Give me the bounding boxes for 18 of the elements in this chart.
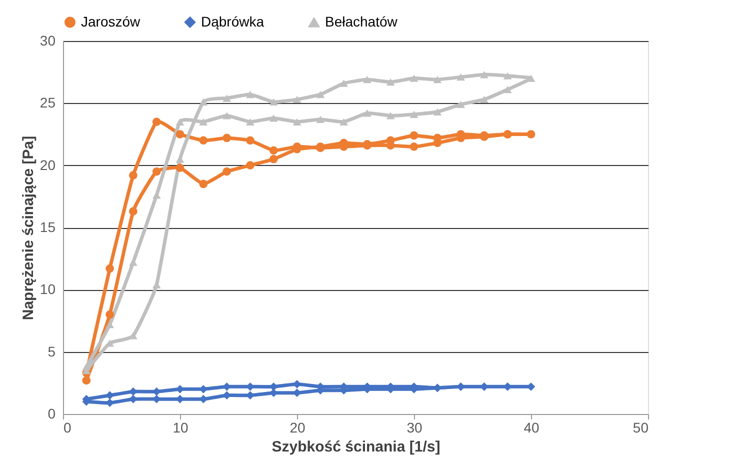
x-tick-label: 20 (290, 420, 306, 436)
y-axis-title: Naprężenie ścinające [Pa] (20, 136, 37, 320)
y-tick-label: 5 (48, 343, 56, 360)
y-tick-label: 25 (40, 94, 56, 111)
legend-label: Dąbrówka (201, 13, 264, 30)
y-tick-label: 0 (48, 406, 56, 422)
x-tick-label: 50 (632, 420, 649, 436)
legend-label: Jaroszów (81, 13, 142, 30)
legend-label: Bełachatów (325, 14, 398, 30)
x-axis-title: Szybkość ścinania [1/s] (272, 438, 440, 456)
y-tick-label: 30 (40, 32, 56, 48)
y-tick-label: 15 (40, 219, 56, 235)
y-tick-label: 10 (40, 281, 56, 298)
x-tick-label: 10 (172, 420, 188, 436)
x-tick-label: 0 (64, 420, 72, 436)
x-tick-label: 40 (524, 420, 540, 436)
x-tick-label: 30 (406, 420, 422, 436)
y-tick-label: 20 (40, 156, 56, 173)
